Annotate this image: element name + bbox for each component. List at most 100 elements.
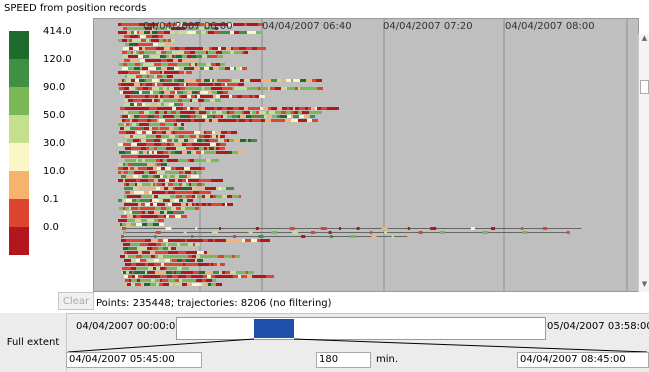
trajectory-segment bbox=[154, 75, 157, 78]
trajectory-canvas[interactable] bbox=[94, 19, 639, 292]
trajectory-segment bbox=[167, 143, 170, 146]
trajectory-segment bbox=[228, 275, 233, 278]
trajectory-segment bbox=[184, 83, 186, 86]
window-to-field[interactable]: 04/04/2007 08:45:00 bbox=[517, 352, 649, 368]
trajectory-segment bbox=[123, 63, 127, 66]
trajectory-segment bbox=[135, 183, 137, 186]
duration-input[interactable]: 180 bbox=[316, 352, 371, 368]
trajectory-segment bbox=[173, 283, 175, 286]
trajectory-segment bbox=[185, 63, 189, 66]
trajectory-segment bbox=[156, 283, 159, 286]
trajectory-segment bbox=[169, 155, 174, 158]
trajectory-segment bbox=[136, 267, 140, 270]
trajectory-segment bbox=[150, 59, 155, 62]
trajectory-plot[interactable] bbox=[93, 18, 639, 292]
trajectory-segment bbox=[196, 55, 202, 58]
trajectory-segment bbox=[171, 207, 176, 210]
trajectory-segment bbox=[159, 107, 165, 110]
scrollbar-thumb[interactable] bbox=[640, 80, 649, 94]
trajectory-segment bbox=[156, 243, 161, 246]
trajectory-segment bbox=[164, 127, 169, 130]
trajectory-segment bbox=[168, 171, 174, 174]
trajectory-segment bbox=[201, 283, 204, 286]
trajectory-segment bbox=[121, 171, 124, 174]
trajectory-segment bbox=[141, 283, 144, 286]
trajectory-segment bbox=[305, 107, 308, 110]
trajectory-segment bbox=[229, 95, 232, 98]
vertical-scrollbar[interactable]: ▲ ▼ bbox=[638, 34, 649, 292]
trajectory-segment bbox=[209, 47, 212, 50]
clear-button[interactable]: Clear bbox=[58, 292, 94, 310]
trajectory-segment bbox=[238, 275, 241, 278]
trajectory-segment bbox=[172, 251, 178, 254]
trajectory-segment bbox=[146, 135, 152, 138]
trajectory-segment bbox=[179, 203, 181, 206]
trajectory-segment bbox=[175, 203, 179, 206]
trajectory-segment bbox=[118, 219, 122, 222]
trajectory-segment bbox=[247, 31, 252, 34]
trajectory-segment bbox=[178, 139, 184, 142]
trajectory-segment bbox=[142, 83, 146, 86]
trajectory-segment bbox=[263, 107, 268, 110]
trajectory-segment bbox=[200, 87, 202, 90]
trajectory-segment bbox=[298, 111, 300, 114]
trajectory-segment bbox=[189, 63, 191, 66]
trajectory-segment bbox=[147, 119, 149, 122]
time-tick-0800: 04/04/2007 08:00 bbox=[505, 21, 595, 32]
trajectory-segment bbox=[160, 99, 163, 102]
trajectory-segment bbox=[206, 179, 211, 182]
trajectory-segment bbox=[240, 139, 246, 142]
trajectory-segment bbox=[178, 99, 182, 102]
trajectory-segment bbox=[184, 71, 186, 74]
trajectory-segment bbox=[169, 267, 171, 270]
trajectory-segment bbox=[234, 67, 236, 70]
scroll-up-arrow-icon[interactable]: ▲ bbox=[641, 34, 648, 42]
trajectory-segment bbox=[182, 143, 186, 146]
time-slider-track[interactable] bbox=[176, 317, 546, 340]
trajectory-segment bbox=[179, 175, 185, 178]
trajectory-segment bbox=[199, 107, 205, 110]
trajectory-segment bbox=[187, 91, 192, 94]
scroll-down-arrow-icon[interactable]: ▼ bbox=[641, 280, 648, 288]
trajectory-segment bbox=[132, 271, 134, 274]
window-from-field[interactable]: 04/04/2007 05:45:00 bbox=[66, 352, 202, 368]
trajectory-segment bbox=[224, 151, 229, 154]
trajectory-segment bbox=[119, 207, 123, 210]
trajectory-segment bbox=[211, 263, 213, 266]
trajectory-segment bbox=[142, 239, 145, 242]
trajectory-segment bbox=[196, 79, 201, 82]
trajectory-segment bbox=[163, 171, 165, 174]
trajectory-segment bbox=[195, 111, 197, 114]
trajectory-segment bbox=[163, 283, 169, 286]
trajectory-segment bbox=[303, 107, 305, 110]
trajectory-segment bbox=[128, 275, 132, 278]
trajectory-segment bbox=[119, 151, 125, 154]
trajectory-segment bbox=[258, 107, 260, 110]
trajectory-segment bbox=[161, 143, 164, 146]
trajectory-segment bbox=[195, 259, 197, 262]
trajectory-segment bbox=[232, 195, 235, 198]
trajectory-segment bbox=[147, 151, 149, 154]
trajectory-segment bbox=[169, 135, 173, 138]
trajectory-segment bbox=[291, 115, 293, 118]
trajectory-segment bbox=[217, 79, 220, 82]
trajectory-segment bbox=[184, 115, 188, 118]
full-extent-button[interactable]: Full extent bbox=[0, 313, 67, 371]
trajectory-segment bbox=[142, 223, 147, 226]
trajectory-segment bbox=[171, 71, 174, 74]
trajectory-segment bbox=[164, 195, 170, 198]
trajectory-segment bbox=[185, 255, 188, 258]
trajectory-segment bbox=[216, 195, 222, 198]
trajectory-segment bbox=[131, 279, 137, 282]
trajectory-segment bbox=[236, 51, 240, 54]
trajectory-segment bbox=[140, 207, 145, 210]
trajectory-segment bbox=[173, 135, 175, 138]
trajectory-segment bbox=[123, 231, 126, 234]
trajectory-segment bbox=[129, 23, 134, 26]
trajectory-segment bbox=[187, 271, 193, 274]
trajectory-segment bbox=[201, 31, 206, 34]
trajectory-segment bbox=[191, 131, 194, 134]
time-slider-thumb[interactable] bbox=[254, 319, 294, 338]
extent-start-label: 04/04/2007 00:00:00 bbox=[76, 321, 182, 332]
trajectory-segment bbox=[168, 243, 172, 246]
